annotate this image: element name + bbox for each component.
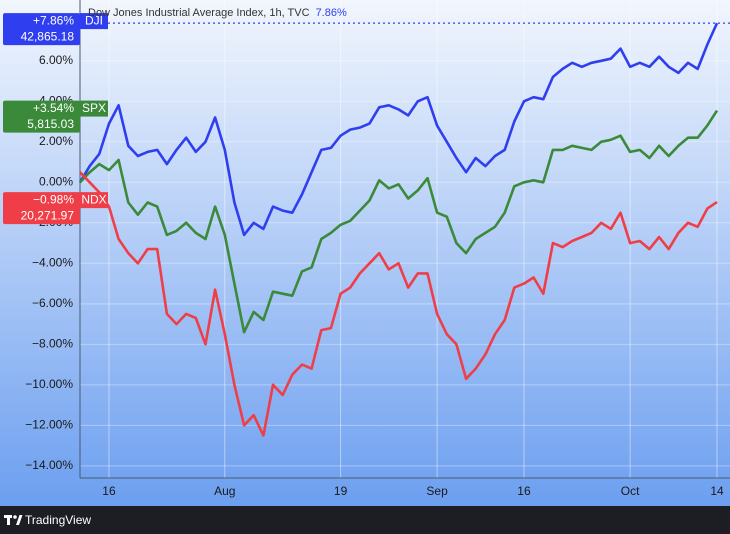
series-line — [79, 171, 718, 437]
badge-change: +3.54% — [33, 101, 74, 115]
series-badge: −0.98% 20,271.97 NDX — [3, 192, 108, 225]
y-tick-label: −10.00% — [25, 377, 73, 391]
badge-change: +7.86% — [33, 13, 74, 27]
legend-entry: NDX — [81, 192, 106, 206]
background — [0, 0, 730, 506]
y-tick-label: −4.00% — [32, 255, 73, 269]
badge-name-box — [80, 13, 108, 30]
footer — [0, 506, 730, 534]
x-tick-label: 16 — [517, 484, 531, 498]
x-tick-label: 16 — [102, 484, 116, 498]
watermark: TradingView — [25, 513, 91, 527]
badge-name-box — [80, 100, 108, 117]
logo — [4, 515, 23, 525]
series-line — [79, 109, 719, 334]
legend: Dow Jones Industrial Average Index, 1h, … — [88, 7, 347, 19]
series-badge: +3.54% 5,815.03 SPX — [3, 100, 108, 133]
y-tick-label: −12.00% — [25, 418, 73, 432]
legend-entry: SPX — [82, 101, 106, 115]
badge-box — [3, 192, 80, 225]
badge-box — [3, 100, 80, 133]
x-tick-label: Sep — [426, 484, 448, 498]
series-badge: +7.86% 42,865.18 DJI — [3, 13, 108, 46]
y-tick-label: −14.00% — [25, 458, 73, 472]
badge-price: 42,865.18 — [21, 29, 75, 43]
legend-value: 7.86% — [316, 7, 347, 19]
series-line — [78, 22, 719, 237]
y-tick-label: 2.00% — [39, 134, 73, 148]
badge-price: 5,815.03 — [27, 117, 74, 131]
badge-change: −0.98% — [33, 192, 74, 206]
y-tick-label: −8.00% — [32, 336, 73, 350]
badge-box — [3, 13, 80, 46]
x-tick-label: 14 — [710, 484, 724, 498]
badge-name-box — [80, 192, 108, 209]
y-tick-label: 6.00% — [39, 53, 73, 67]
x-tick-label: Aug — [214, 484, 235, 498]
badge-price: 20,271.97 — [21, 208, 75, 222]
legend-title: Dow Jones Industrial Average Index, 1h, … — [88, 7, 310, 19]
x-tick-label: Oct — [621, 484, 640, 498]
y-tick-label: −6.00% — [32, 296, 73, 310]
y-tick-label: 0.00% — [39, 174, 73, 188]
x-tick-label: 19 — [334, 484, 348, 498]
legend-entry: DJI — [85, 13, 103, 27]
